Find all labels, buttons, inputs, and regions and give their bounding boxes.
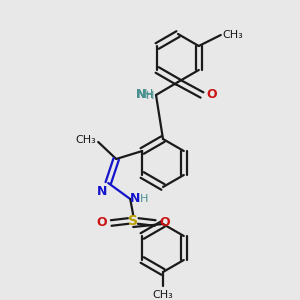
- Text: S: S: [128, 214, 138, 228]
- Text: H: H: [144, 88, 153, 101]
- Text: N: N: [136, 88, 146, 101]
- Text: H: H: [140, 194, 148, 204]
- Text: N: N: [97, 185, 107, 198]
- Text: O: O: [97, 217, 107, 230]
- Text: CH₃: CH₃: [223, 30, 244, 40]
- Text: CH₃: CH₃: [153, 290, 173, 300]
- Text: N: N: [130, 193, 141, 206]
- Text: N: N: [136, 88, 146, 101]
- Text: O: O: [159, 217, 170, 230]
- Text: O: O: [206, 88, 217, 101]
- Text: H: H: [146, 91, 154, 101]
- Text: CH₃: CH₃: [76, 135, 96, 145]
